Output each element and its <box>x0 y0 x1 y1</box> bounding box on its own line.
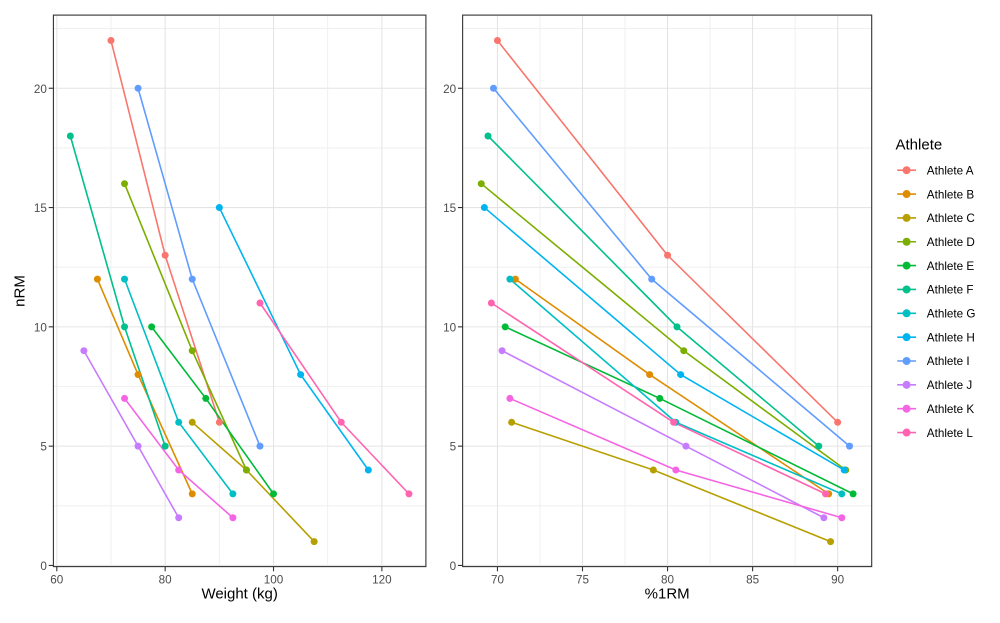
svg-text:Athlete H: Athlete H <box>927 331 975 344</box>
svg-text:100: 100 <box>264 573 284 586</box>
svg-text:15: 15 <box>443 202 457 215</box>
svg-text:Athlete C: Athlete C <box>927 212 975 225</box>
svg-text:Athlete I: Athlete I <box>927 355 970 368</box>
svg-text:nRM: nRM <box>12 275 29 307</box>
svg-text:80: 80 <box>661 573 675 586</box>
svg-text:10: 10 <box>34 321 48 334</box>
svg-text:Athlete D: Athlete D <box>927 236 975 249</box>
svg-text:Athlete J: Athlete J <box>927 379 972 392</box>
svg-text:Athlete K: Athlete K <box>927 403 975 416</box>
svg-text:60: 60 <box>50 573 64 586</box>
svg-text:80: 80 <box>159 573 173 586</box>
svg-text:15: 15 <box>34 202 48 215</box>
svg-text:Athlete B: Athlete B <box>927 188 975 201</box>
svg-text:Athlete A: Athlete A <box>927 164 974 177</box>
svg-text:5: 5 <box>40 441 47 454</box>
svg-text:20: 20 <box>34 83 48 96</box>
svg-text:85: 85 <box>746 573 760 586</box>
svg-text:Athlete E: Athlete E <box>927 260 975 273</box>
svg-text:0: 0 <box>450 560 457 573</box>
svg-text:Athlete: Athlete <box>896 136 943 153</box>
svg-text:Athlete F: Athlete F <box>927 284 974 297</box>
svg-text:Athlete L: Athlete L <box>927 427 974 440</box>
svg-text:120: 120 <box>372 573 392 586</box>
svg-text:75: 75 <box>576 573 590 586</box>
svg-text:Weight (kg): Weight (kg) <box>201 586 277 603</box>
svg-text:%1RM: %1RM <box>645 586 690 603</box>
svg-text:0: 0 <box>40 560 47 573</box>
svg-text:Athlete G: Athlete G <box>927 308 976 321</box>
svg-text:70: 70 <box>491 573 505 586</box>
svg-text:90: 90 <box>831 573 845 586</box>
svg-text:10: 10 <box>443 321 457 334</box>
svg-text:20: 20 <box>443 83 457 96</box>
svg-text:5: 5 <box>450 441 457 454</box>
